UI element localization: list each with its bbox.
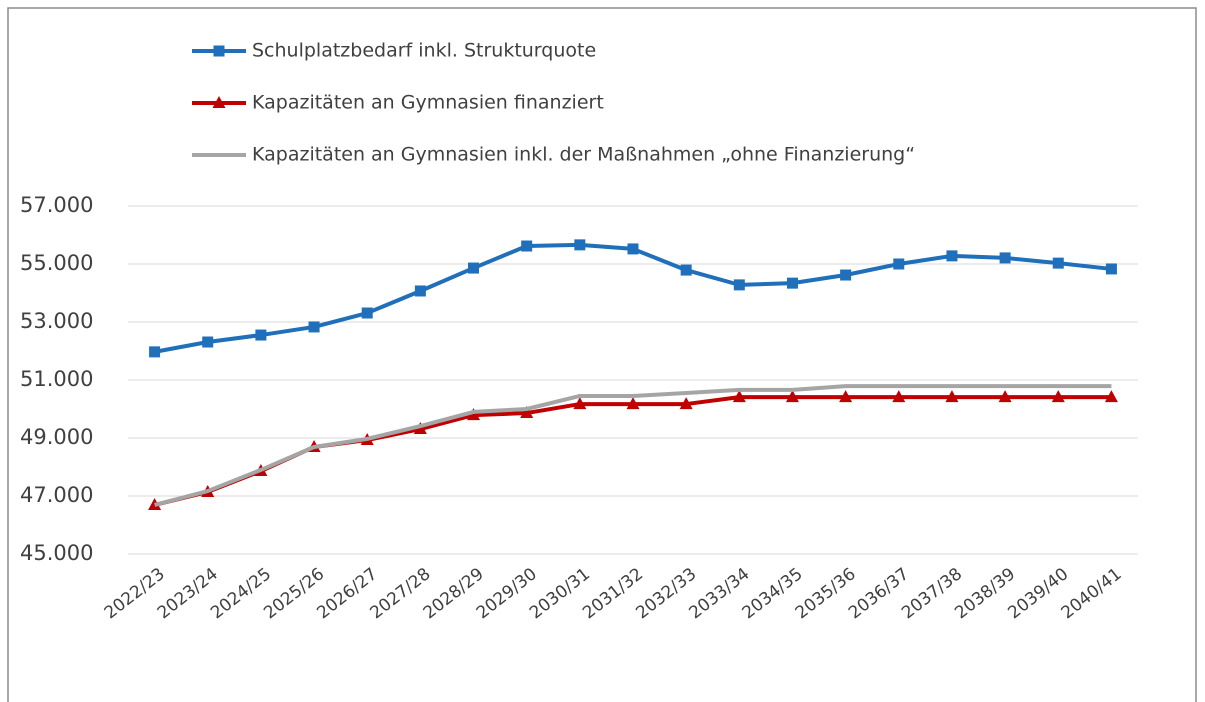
marker [255,329,267,341]
y-tick-label: 55.000 [20,251,93,275]
y-tick-label: 47.000 [20,483,93,507]
marker [999,252,1011,264]
series-line [154,384,1112,507]
x-tick-label: 2040/41 [1058,564,1126,623]
marker [202,336,214,348]
marker [414,285,426,297]
y-tick-label: 57.000 [20,193,93,217]
y-tick-label: 49.000 [20,425,93,449]
marker [627,243,639,255]
marker [998,390,1012,403]
marker [839,390,853,403]
marker [574,239,586,251]
marker [893,258,905,270]
marker [945,390,959,403]
legend-label: Kapazitäten an Gymnasien inkl. der Maßna… [252,144,915,166]
marker [733,279,745,291]
marker [785,390,799,403]
marker [361,307,373,319]
marker [1051,390,1065,403]
marker [1105,263,1117,275]
y-tick-label: 45.000 [20,541,93,565]
marker [520,406,534,419]
marker [308,321,320,333]
marker [840,269,852,281]
marker [892,390,906,403]
marker [732,390,746,403]
legend-label: Kapazitäten an Gymnasien finanziert [252,92,604,114]
y-tick-label: 51.000 [20,367,93,391]
marker [626,397,640,410]
marker [1104,390,1118,403]
chart-frame [7,7,1197,702]
marker [468,262,480,274]
legend-label: Schulplatzbedarf inkl. Strukturquote [252,40,596,62]
legend-marker [212,96,226,108]
legend-marker [213,45,225,57]
marker [149,346,161,358]
marker [946,250,958,262]
series-line [154,242,1112,354]
marker [1052,257,1064,269]
marker [467,408,481,421]
series-line [154,395,1112,507]
y-tick-label: 53.000 [20,309,93,333]
marker [680,264,692,276]
marker [679,397,693,410]
marker [521,240,533,252]
marker [786,277,798,289]
marker [573,397,587,410]
